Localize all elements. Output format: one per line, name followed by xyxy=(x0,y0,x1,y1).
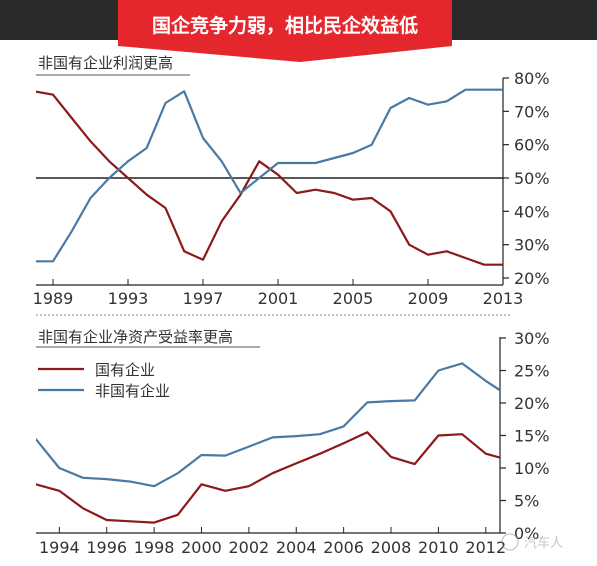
roe-series-state-owned xyxy=(36,431,500,524)
roe-y-tick-label: 30% xyxy=(514,329,550,348)
profit-x-tick-label: 2013 xyxy=(483,289,524,308)
legend-label-state-owned: 国有企业 xyxy=(95,361,155,379)
profit-chart-title: 非国有企业利润更高 xyxy=(38,54,173,72)
roe-y-tick-label: 20% xyxy=(514,394,550,413)
roe-x-tick-label: 2002 xyxy=(229,538,270,557)
profit-y-tick-label: 40% xyxy=(514,202,550,221)
profit-x-tick-label: 1997 xyxy=(183,289,224,308)
roe-x-tick-label: 2008 xyxy=(371,538,412,557)
roe-x-tick-label: 1998 xyxy=(134,538,175,557)
profit-y-tick-label: 70% xyxy=(514,102,550,121)
profit-x-tick-label: 2009 xyxy=(408,289,449,308)
roe-x-tick-label: 1996 xyxy=(86,538,127,557)
roe-x-tick-label: 1994 xyxy=(39,538,80,557)
profit-x-tick-label: 2001 xyxy=(258,289,299,308)
title-banner: 国企竞争力弱，相比民企效益低 xyxy=(0,0,597,62)
banner-title: 国企竞争力弱，相比民企效益低 xyxy=(152,14,418,37)
profit-y-tick-label: 50% xyxy=(514,169,550,188)
profit-x-tick-label: 1989 xyxy=(33,289,74,308)
roe-chart-title: 非国有企业净资产受益率更高 xyxy=(38,328,233,346)
profit-series-non-state xyxy=(36,88,503,263)
roe-x-tick-label: 2006 xyxy=(323,538,364,557)
profit-x-tick-label: 2005 xyxy=(333,289,374,308)
watermark-text: 汽车人 xyxy=(524,535,563,551)
roe-x-tick-label: 2010 xyxy=(418,538,459,557)
profit-series-state-owned xyxy=(36,90,503,266)
profit-x-tick-label: 1993 xyxy=(108,289,149,308)
watermark: 汽车人 xyxy=(501,533,563,551)
roe-x-tick-label: 2012 xyxy=(465,538,506,557)
roe-y-tick-label: 10% xyxy=(514,459,550,478)
profit-y-tick-label: 60% xyxy=(514,136,550,155)
wechat-icon xyxy=(501,533,519,551)
roe-y-tick-label: 25% xyxy=(514,362,550,381)
roe-chart: 非国有企业净资产受益率更高 0% 5% 10% 15% 20% 25% 30% 1994 199… xyxy=(36,328,550,557)
profit-y-tick-label: 80% xyxy=(514,69,550,88)
roe-y-tick-label: 0% xyxy=(514,524,539,543)
legend-label-non-state: 非国有企业 xyxy=(95,382,170,400)
banner-red-ribbon xyxy=(118,0,452,62)
roe-x-tick-label: 2000 xyxy=(181,538,222,557)
profit-y-tick-label: 30% xyxy=(514,236,550,255)
roe-x-tick-label: 2004 xyxy=(276,538,317,557)
profit-chart: 非国有企业利润更高 20% 30% 40% 50% 60% 70% 80% 1989 1993 1… xyxy=(33,54,550,308)
roe-y-tick-label: 5% xyxy=(514,492,539,511)
roe-y-tick-label: 15% xyxy=(514,427,550,446)
roe-series-non-state xyxy=(36,362,500,488)
profit-y-tick-label: 20% xyxy=(514,269,550,288)
